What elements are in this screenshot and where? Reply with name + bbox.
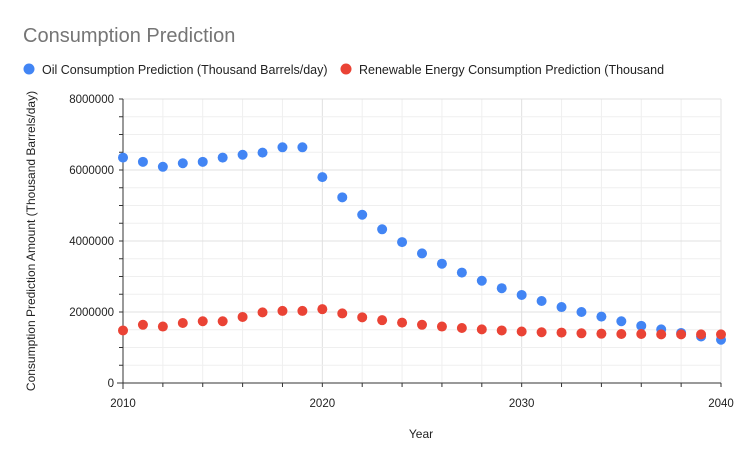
data-point <box>536 327 547 338</box>
data-point <box>377 224 388 235</box>
data-point <box>157 161 168 172</box>
data-point <box>257 307 268 318</box>
data-point <box>716 329 726 340</box>
data-point <box>137 156 148 167</box>
axes <box>117 98 722 389</box>
data-point <box>676 329 687 340</box>
data-point <box>157 321 168 332</box>
data-point <box>397 237 408 248</box>
x-axis-title: Year <box>409 427 433 441</box>
data-point <box>357 209 368 220</box>
data-point <box>656 329 667 340</box>
series-1 <box>118 304 726 340</box>
data-point <box>436 321 447 332</box>
data-point <box>317 304 328 315</box>
data-point <box>496 283 507 294</box>
data-point <box>476 275 487 286</box>
legend-label-renewable: Renewable Energy Consumption Prediction … <box>359 63 664 77</box>
tick-labels: 0 2000000 4000000 6000000 8000000 2010 2020 203… <box>69 94 734 410</box>
data-point <box>456 267 467 278</box>
data-point <box>516 326 527 337</box>
chart-title: Consumption Prediction <box>23 25 235 47</box>
data-point <box>556 302 567 313</box>
legend: Oil Consumption Prediction (Thousand Bar… <box>23 63 664 77</box>
data-point <box>436 258 447 269</box>
data-point <box>277 305 288 316</box>
data-point <box>476 324 487 335</box>
data-point <box>616 329 627 340</box>
x-tick-label: 2040 <box>708 398 734 410</box>
data-point <box>297 305 308 316</box>
y-tick-label: 2000000 <box>69 307 114 319</box>
data-point <box>417 248 427 259</box>
y-tick-label: 0 <box>108 378 114 390</box>
data-point <box>317 172 328 183</box>
data-point <box>576 328 587 339</box>
data-point <box>696 329 707 340</box>
data-point <box>237 311 248 322</box>
series-0 <box>118 142 726 345</box>
data-point <box>177 318 188 329</box>
data-point <box>397 317 408 328</box>
legend-marker-renewable <box>340 63 352 75</box>
data-point <box>137 319 148 330</box>
data-point <box>596 311 607 322</box>
y-tick-label: 8000000 <box>69 94 114 106</box>
data-point <box>118 325 128 336</box>
y-axis-title: Consumption Prediction Amount (Thousand … <box>24 91 38 391</box>
data-point <box>377 315 388 326</box>
data-point <box>636 329 647 340</box>
x-tick-label: 2010 <box>110 398 136 410</box>
grid <box>122 98 722 384</box>
data-points <box>118 142 726 345</box>
legend-marker-oil <box>23 63 35 75</box>
data-point <box>357 312 368 323</box>
data-point <box>337 308 348 319</box>
data-point <box>118 152 128 163</box>
data-point <box>197 156 208 167</box>
data-point <box>277 142 288 153</box>
legend-label-oil: Oil Consumption Prediction (Thousand Bar… <box>42 63 328 77</box>
data-point <box>636 320 647 331</box>
x-tick-label: 2030 <box>509 398 535 410</box>
y-tick-label: 6000000 <box>69 165 114 177</box>
data-point <box>197 316 208 327</box>
data-point <box>456 322 467 333</box>
y-tick-label: 4000000 <box>69 236 114 248</box>
data-point <box>496 325 507 336</box>
data-point <box>516 289 527 300</box>
data-point <box>177 158 188 169</box>
x-tick-label: 2020 <box>310 398 336 410</box>
data-point <box>417 319 427 330</box>
data-point <box>556 327 567 338</box>
data-point <box>536 295 547 306</box>
data-point <box>596 328 607 339</box>
data-point <box>297 142 308 153</box>
data-point <box>237 149 248 160</box>
data-point <box>217 316 228 327</box>
data-point <box>616 316 627 327</box>
data-point <box>257 147 268 158</box>
data-point <box>576 307 587 317</box>
data-point <box>217 152 228 163</box>
data-point <box>337 192 348 203</box>
